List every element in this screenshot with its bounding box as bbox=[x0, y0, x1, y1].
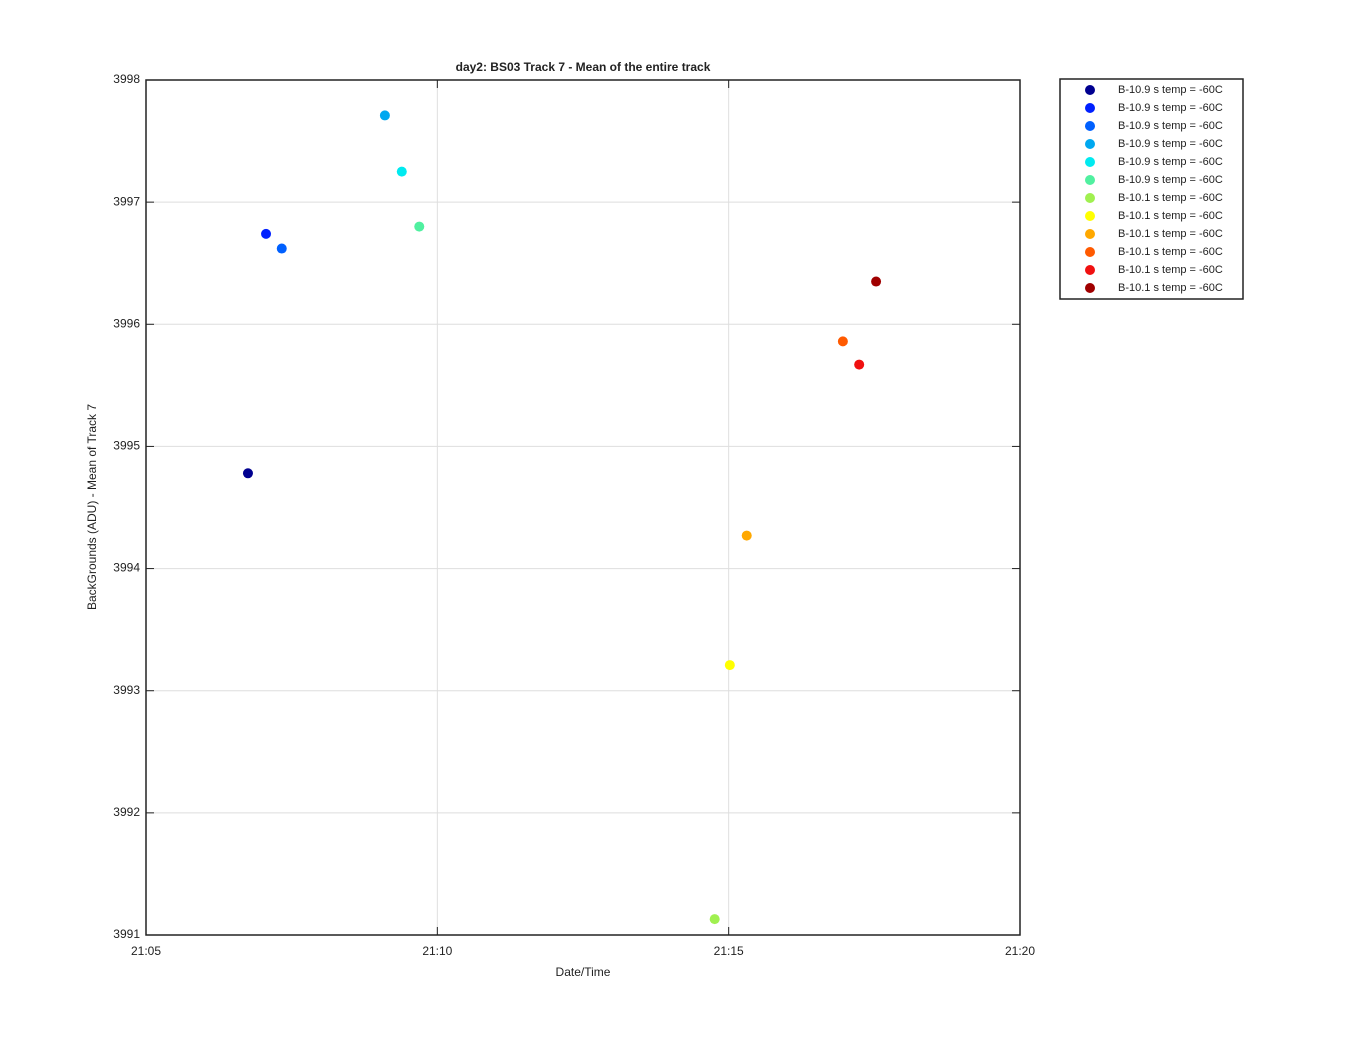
y-tick-label: 3998 bbox=[113, 72, 140, 86]
y-tick-label: 3997 bbox=[113, 194, 140, 208]
y-axis-label: BackGrounds (ADU) - Mean of Track 7 bbox=[85, 404, 99, 610]
point bbox=[837, 336, 848, 347]
legend-label: B-10.9 s temp = -60C bbox=[1118, 84, 1223, 96]
legend-marker bbox=[1085, 157, 1095, 167]
legend-marker bbox=[1085, 121, 1095, 131]
legend-label: B-10.1 s temp = -60C bbox=[1118, 264, 1223, 276]
point bbox=[396, 166, 407, 177]
legend-marker bbox=[1085, 229, 1095, 239]
legend: B-10.9 s temp = -60C B-10.9 s temp = -60C… bbox=[1059, 78, 1244, 300]
legend-label: B-10.1 s temp = -60C bbox=[1118, 210, 1223, 222]
x-tick-label: 21:15 bbox=[714, 944, 744, 958]
y-tick-label: 3993 bbox=[113, 683, 140, 697]
legend-label: B-10.9 s temp = -60C bbox=[1118, 102, 1223, 114]
legend-marker bbox=[1085, 175, 1095, 185]
x-tick-label: 21:10 bbox=[422, 944, 452, 958]
point bbox=[261, 228, 272, 239]
legend-marker bbox=[1085, 211, 1095, 221]
point bbox=[709, 914, 720, 925]
legend-marker bbox=[1085, 103, 1095, 113]
y-tick-label: 3995 bbox=[113, 439, 140, 453]
legend-label: B-10.9 s temp = -60C bbox=[1118, 120, 1223, 132]
y-tick-label: 3994 bbox=[113, 561, 140, 575]
legend-marker bbox=[1085, 247, 1095, 257]
legend-marker bbox=[1085, 265, 1095, 275]
point bbox=[379, 110, 390, 121]
chart-title: day2: BS03 Track 7 - Mean of the entire … bbox=[456, 60, 711, 74]
point bbox=[871, 276, 882, 287]
legend-label: B-10.1 s temp = -60C bbox=[1118, 192, 1223, 204]
point bbox=[724, 660, 735, 671]
legend-label: B-10.9 s temp = -60C bbox=[1118, 174, 1223, 186]
legend-marker bbox=[1085, 283, 1095, 293]
x-axis-label: Date/Time bbox=[556, 965, 611, 979]
legend-label: B-10.1 s temp = -60C bbox=[1118, 282, 1223, 294]
x-tick-label: 21:05 bbox=[131, 944, 161, 958]
legend-box bbox=[1059, 78, 1244, 300]
y-tick-label: 3996 bbox=[113, 316, 140, 330]
legend-marker bbox=[1085, 139, 1095, 149]
plot-frame bbox=[145, 79, 1021, 936]
point bbox=[242, 468, 253, 479]
point bbox=[741, 530, 752, 541]
legend-label: B-10.9 s temp = -60C bbox=[1118, 138, 1223, 150]
legend-label: B-10.9 s temp = -60C bbox=[1118, 156, 1223, 168]
y-tick-label: 3991 bbox=[113, 927, 140, 941]
point bbox=[854, 359, 865, 370]
point bbox=[276, 243, 287, 254]
x-tick-label: 21:20 bbox=[1005, 944, 1035, 958]
y-tick-label: 3992 bbox=[113, 805, 140, 819]
legend-label: B-10.1 s temp = -60C bbox=[1118, 246, 1223, 258]
point bbox=[414, 221, 425, 232]
legend-marker bbox=[1085, 85, 1095, 95]
legend-label: B-10.1 s temp = -60C bbox=[1118, 228, 1223, 240]
legend-marker bbox=[1085, 193, 1095, 203]
